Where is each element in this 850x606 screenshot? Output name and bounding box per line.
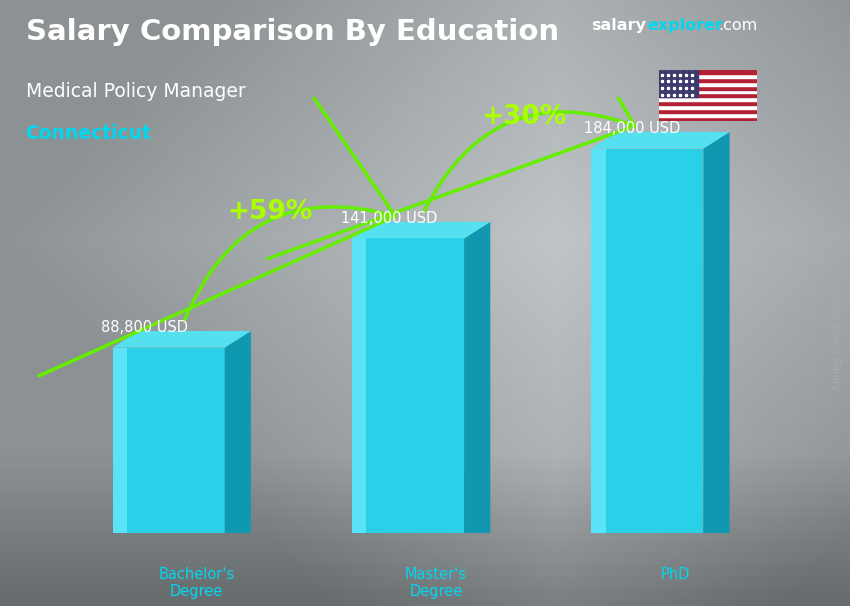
Polygon shape bbox=[352, 222, 490, 238]
Bar bbox=[659, 101, 756, 105]
Bar bbox=[659, 105, 756, 109]
Text: Connecticut: Connecticut bbox=[26, 124, 151, 143]
Polygon shape bbox=[112, 348, 128, 533]
Polygon shape bbox=[592, 148, 704, 533]
Polygon shape bbox=[592, 132, 729, 148]
Text: .com: .com bbox=[718, 18, 757, 33]
Text: 88,800 USD: 88,800 USD bbox=[101, 320, 189, 335]
Bar bbox=[659, 82, 756, 85]
Text: +59%: +59% bbox=[227, 199, 312, 225]
Bar bbox=[659, 90, 756, 93]
Text: Medical Policy Manager: Medical Policy Manager bbox=[26, 82, 246, 101]
FancyArrowPatch shape bbox=[39, 0, 395, 376]
Bar bbox=[659, 78, 756, 82]
Polygon shape bbox=[352, 238, 366, 533]
Bar bbox=[659, 113, 756, 117]
FancyArrowPatch shape bbox=[268, 0, 635, 259]
Bar bbox=[659, 93, 756, 98]
Polygon shape bbox=[352, 238, 464, 533]
Polygon shape bbox=[704, 132, 729, 533]
Polygon shape bbox=[224, 331, 251, 533]
Polygon shape bbox=[112, 331, 251, 348]
Text: Master's
Degree: Master's Degree bbox=[405, 567, 467, 599]
Polygon shape bbox=[112, 348, 224, 533]
Bar bbox=[659, 74, 756, 78]
Bar bbox=[659, 98, 756, 101]
Text: Bachelor's
Degree: Bachelor's Degree bbox=[159, 567, 235, 599]
Text: explorer: explorer bbox=[648, 18, 724, 33]
Bar bbox=[659, 85, 756, 90]
Text: 141,000 USD: 141,000 USD bbox=[341, 211, 437, 226]
Text: salary: salary bbox=[591, 18, 646, 33]
Text: PhD: PhD bbox=[660, 567, 690, 582]
Text: 184,000 USD: 184,000 USD bbox=[584, 121, 680, 136]
Bar bbox=[659, 117, 756, 121]
Polygon shape bbox=[464, 222, 490, 533]
Bar bbox=[659, 70, 698, 98]
Text: +30%: +30% bbox=[481, 104, 567, 130]
Bar bbox=[659, 109, 756, 113]
Text: Average Yearly Salary: Average Yearly Salary bbox=[830, 277, 840, 390]
Polygon shape bbox=[592, 148, 606, 533]
Bar bbox=[659, 70, 756, 74]
Text: Salary Comparison By Education: Salary Comparison By Education bbox=[26, 18, 558, 46]
